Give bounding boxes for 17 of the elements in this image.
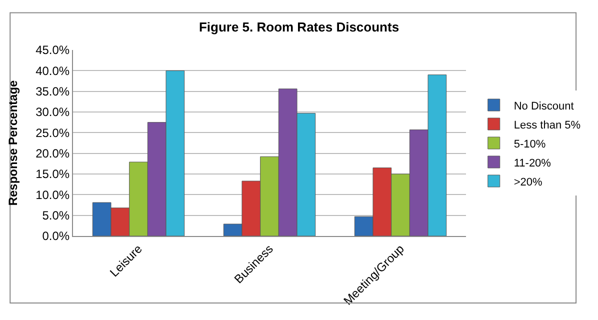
y-tick-label: 10.0%: [36, 188, 70, 202]
legend-label: Less than 5%: [514, 119, 581, 132]
legend-label: >20%: [514, 176, 543, 188]
y-tick-label: 20.0%: [36, 146, 70, 161]
y-tick-label: 25.0%: [36, 126, 70, 140]
y-tick-label: 0.0%: [42, 229, 70, 244]
y-tick-label: 35.0%: [36, 84, 70, 99]
y-tick-label: 15.0%: [36, 167, 70, 182]
y-tick-label: 45.0%: [36, 43, 70, 58]
chart-title: Figure 5. Room Rates Discounts: [198, 20, 400, 34]
y-tick-label: 30.0%: [36, 105, 70, 120]
y-tick-label: 40.0%: [36, 64, 70, 78]
legend-label: 11-20%: [514, 157, 552, 170]
y-tick-label: 5.0%: [42, 208, 70, 223]
legend-label: No Discount: [514, 100, 574, 112]
legend-label: 5-10%: [514, 138, 546, 150]
y-axis-title: Response Percentage: [6, 80, 20, 206]
